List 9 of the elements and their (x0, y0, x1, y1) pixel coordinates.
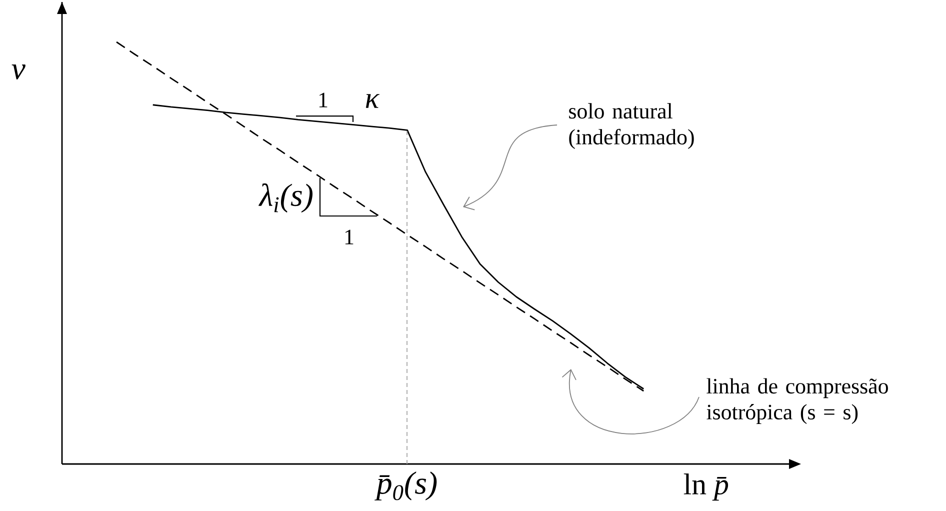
text: p̄$_{0}$(s) (374, 472, 437, 500)
annotation: λ$_{i}$(s) (258, 183, 312, 213)
annotation: 1 (345, 230, 354, 244)
annotation: κ (366, 94, 380, 108)
annotation: 1 (319, 92, 328, 108)
annotation: solo natural (indeformado) (569, 103, 694, 149)
y-axis-title: v (12, 64, 26, 80)
x-axis-title: ln p̄ (684, 474, 728, 501)
annotation: linha de compressão isotrópica (s = s) (706, 378, 888, 424)
